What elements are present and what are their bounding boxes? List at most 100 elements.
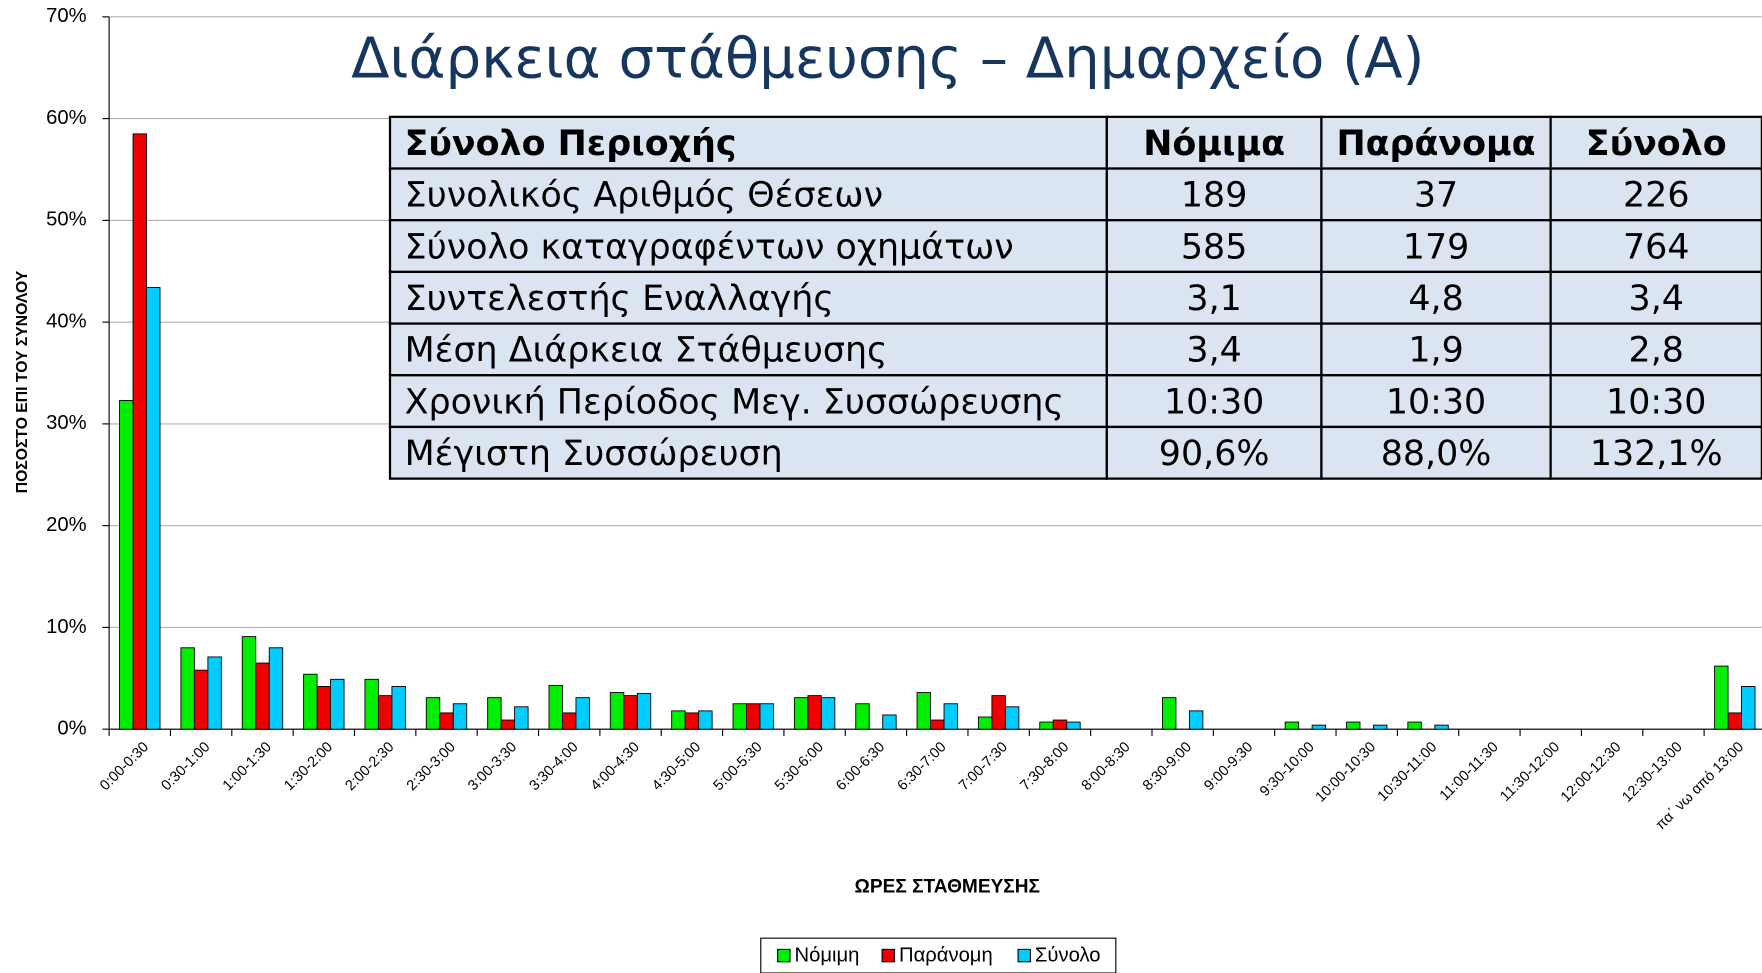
bar — [671, 710, 686, 730]
x-tick-label: 10:00-10:30 — [1313, 739, 1379, 805]
bar — [1284, 721, 1300, 730]
table-text: 764 — [1623, 227, 1689, 267]
table-cell — [1105, 219, 1323, 274]
table-text: Μέγιστη Συσσώρευση — [405, 434, 783, 474]
x-tick-label: 6:00-6:30 — [833, 739, 888, 794]
table-text: Σύνολο καταγραφέντων οχημάτων — [405, 227, 1014, 267]
x-tick-label: 0:00-0:30 — [97, 739, 152, 794]
bar — [1407, 721, 1422, 730]
legend-swatch — [777, 948, 791, 963]
bar — [1066, 721, 1081, 730]
x-tick-label: 5:00-5:30 — [711, 739, 766, 794]
bar — [180, 647, 195, 730]
legend-label: Σύνολο — [1035, 944, 1101, 966]
table-text: 585 — [1181, 227, 1247, 267]
table-text: 1,9 — [1408, 331, 1463, 371]
bar — [303, 673, 318, 730]
y-tick-label: 40% — [46, 310, 86, 332]
bar — [943, 703, 958, 730]
bar — [636, 693, 652, 730]
bar — [146, 287, 161, 730]
bar — [807, 695, 822, 730]
bar — [1311, 724, 1327, 730]
bar — [548, 684, 563, 730]
bar — [268, 647, 284, 730]
table-header: Παράνομα — [1336, 124, 1535, 164]
bar — [746, 703, 761, 730]
table-cell — [1105, 425, 1323, 480]
table-text: Μέση Διάρκεια Στάθμευσης — [405, 331, 888, 371]
table-cell — [388, 167, 1108, 222]
bar — [575, 697, 590, 730]
bar — [977, 716, 993, 730]
bar — [1727, 712, 1742, 730]
bar — [562, 712, 577, 730]
x-tick-label: 10:30-11:00 — [1375, 739, 1441, 805]
table-text: 90,6% — [1159, 434, 1270, 474]
bar — [377, 695, 393, 730]
bar — [255, 662, 270, 730]
table-header: Σύνολο — [1586, 124, 1727, 164]
x-tick-label: 1:00-1:30 — [220, 739, 275, 794]
table-text: 88,0% — [1381, 434, 1492, 474]
bar — [193, 669, 209, 730]
y-tick-label: 60% — [46, 107, 86, 129]
x-tick-label: 0:30-1:00 — [159, 739, 214, 794]
table-text: 3,4 — [1186, 331, 1241, 371]
x-tick-label: 2:30-3:00 — [404, 739, 459, 794]
bar — [452, 703, 468, 730]
x-axis-title: ΩΡΕΣ ΣΤΑΘΜΕΥΣΗΣ — [855, 877, 1040, 898]
bar — [439, 712, 454, 730]
bar — [207, 656, 222, 730]
table-cell — [1549, 425, 1762, 480]
bar — [1741, 685, 1756, 730]
x-tick-label: 12:30-13:00 — [1619, 739, 1685, 805]
x-tick-label: 8:30-9:00 — [1140, 739, 1195, 794]
table-cell — [1320, 167, 1552, 222]
bar — [1346, 721, 1361, 730]
chart-title: Διάρκεια στάθμευσης – Δημαρχείο (Α) — [351, 26, 1424, 91]
bar — [391, 685, 406, 730]
table-text: 10:30 — [1164, 382, 1264, 422]
x-tick-label: 4:00-4:30 — [588, 739, 643, 794]
table-text: 10:30 — [1606, 382, 1706, 422]
table-cell — [1105, 167, 1323, 222]
bar — [119, 400, 134, 730]
table-text: 179 — [1403, 227, 1469, 267]
bar — [609, 692, 625, 730]
table-cell — [388, 322, 1108, 377]
y-tick-label: 20% — [46, 514, 86, 536]
bar — [425, 697, 441, 730]
bar — [241, 636, 257, 730]
bar — [487, 697, 502, 730]
x-tick-label: 7:30-8:00 — [1017, 739, 1072, 794]
x-tick-label: 2:00-2:30 — [343, 739, 398, 794]
x-tick-label: 7:00-7:30 — [956, 739, 1011, 794]
x-tick-label: 12:00-12:30 — [1558, 739, 1624, 805]
table-text: Συντελεστής Εναλλαγής — [405, 279, 834, 319]
bar — [684, 712, 700, 730]
bar — [132, 133, 147, 730]
y-tick-label: 50% — [46, 209, 86, 231]
bar — [991, 695, 1006, 730]
x-tick-label: 3:30-4:00 — [527, 739, 582, 794]
bar — [793, 697, 809, 730]
legend-label: Νόμιμη — [794, 944, 859, 966]
x-tick-label: 11:00-11:30 — [1437, 739, 1502, 804]
bar — [316, 685, 332, 730]
legend-label: Παράνομη — [899, 944, 993, 966]
bar — [698, 710, 713, 730]
y-tick-label: 0% — [57, 718, 86, 740]
bar — [514, 706, 529, 730]
table-text: 3,4 — [1629, 279, 1684, 319]
table-cell — [1549, 115, 1762, 170]
bar — [732, 703, 747, 730]
y-axis-title: ΠΟΣΟΣΤΟ ΕΠΙ ΤΟΥ ΣΥΝΟΛΟΥ — [14, 270, 31, 493]
table-text: Συνολικός Αριθμός Θέσεων — [405, 176, 883, 216]
x-tick-label: 9:00-9:30 — [1201, 739, 1256, 794]
x-tick-label: 9:30-10:00 — [1257, 739, 1318, 800]
bar — [882, 714, 897, 730]
x-tick-label: 3:00-3:30 — [465, 739, 520, 794]
table-text: 226 — [1623, 176, 1689, 216]
